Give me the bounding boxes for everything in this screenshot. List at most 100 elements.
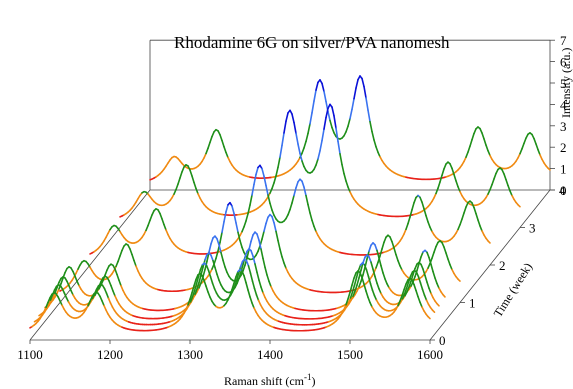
spectrum-segment <box>181 166 185 173</box>
spectrum-segment <box>309 112 313 125</box>
spectrum-segment <box>412 275 416 283</box>
spectrum-segment <box>116 273 120 282</box>
spectrum-segment <box>244 250 248 259</box>
spectrum-segment <box>105 292 110 300</box>
spectrum-segment <box>427 221 431 228</box>
spectrum-segment <box>337 140 341 155</box>
y-tick-label: 3 <box>529 221 536 236</box>
spectrum-segment <box>428 287 432 295</box>
spectrum-segment <box>391 240 395 249</box>
spectrum-segment <box>420 251 424 258</box>
spectrum-segment <box>231 286 236 293</box>
spectrum-segment <box>319 139 323 152</box>
spectrum-segment <box>245 259 250 267</box>
spectrum-segment <box>399 294 403 302</box>
spectrum-segment <box>471 132 475 141</box>
spectrum-segment <box>370 261 374 270</box>
spectrum-segment <box>413 196 417 204</box>
spectrum-segment <box>49 294 54 301</box>
spectrum-segment <box>224 266 228 274</box>
spectrum-segment <box>249 296 253 304</box>
spectrum-segment <box>465 201 469 208</box>
spectrum-segment <box>235 273 240 282</box>
spectrum-segment <box>205 147 209 155</box>
spectrum-segment <box>225 151 229 159</box>
spectrum-segment <box>434 277 438 285</box>
spectrum-segment <box>380 264 384 274</box>
spectrum-segment <box>453 173 457 182</box>
spectrum-segment <box>251 183 255 196</box>
spectrum-segment <box>317 149 321 160</box>
spectrum-segment <box>271 215 275 224</box>
spectrum-segment <box>243 274 247 284</box>
spectrum-segment <box>275 230 279 242</box>
z-tick-label: 5 <box>560 76 567 91</box>
spectrum-segment <box>362 266 366 276</box>
spectrum-segment <box>406 286 410 293</box>
spectrum-segment <box>449 162 453 170</box>
spectrum-segment <box>260 286 264 294</box>
spectrum-segment <box>339 153 343 166</box>
spectrum-segment <box>503 173 507 181</box>
spectrum-segment <box>376 282 380 290</box>
spectrum-segment <box>469 138 473 147</box>
spectrum-segment <box>283 262 287 270</box>
spectrum-segment <box>220 251 224 262</box>
spectrum-segment <box>293 121 297 135</box>
spectrum-segment <box>305 194 309 206</box>
spectrum-segment <box>159 212 163 220</box>
spectrum-segment <box>347 117 351 128</box>
z-tick-label: 1 <box>560 162 567 177</box>
spectrum-segment <box>107 297 112 304</box>
spectrum-segment <box>485 144 489 152</box>
spectrum-segment <box>378 257 382 267</box>
spectrum-segment <box>481 132 485 140</box>
spectrum-segment <box>193 181 197 190</box>
y-tick-label: 1 <box>469 296 476 311</box>
spectrum-segment <box>441 241 445 248</box>
spectrum-segment <box>266 274 270 283</box>
spectrum-segment <box>403 283 407 291</box>
spectrum-segment <box>431 309 436 313</box>
spectrum-segment <box>229 288 233 297</box>
spectrum-segment <box>329 119 333 129</box>
spectrum-segment <box>321 128 325 142</box>
spectrum-segment <box>177 177 181 185</box>
spectrum-segment <box>426 251 430 259</box>
spectrum-segment <box>256 233 260 242</box>
spectrum-segment <box>489 183 493 191</box>
spectrum-segment <box>305 132 309 143</box>
spectrum-segment <box>202 268 206 278</box>
spectrum-segment <box>265 216 269 225</box>
spectrum-segment <box>119 249 123 257</box>
spectrum-segment <box>483 138 487 146</box>
spectrum-segment <box>376 249 380 259</box>
spectrum-segment <box>461 212 465 220</box>
spectrum-week-2 <box>89 164 491 256</box>
spectrum-segment <box>252 255 256 265</box>
spectrum-segment <box>222 259 226 268</box>
spectrum-segment <box>352 290 356 298</box>
spectrum-segment <box>335 127 339 143</box>
spectrum-segment <box>349 108 353 120</box>
spectrum-segment <box>258 279 262 288</box>
spectrum-segment <box>345 298 349 306</box>
spectrum-segment <box>487 240 491 244</box>
spectrum-segment <box>212 259 216 269</box>
spectrum-segment <box>353 87 357 100</box>
spectrum-segment <box>443 163 447 170</box>
spectrum-segment <box>279 144 283 158</box>
spectrum-segment <box>537 148 541 156</box>
spectrum-segment <box>191 175 195 184</box>
spectrum-segment <box>264 266 268 276</box>
spectrum-segment <box>465 151 469 159</box>
spectrum-segment <box>207 291 211 298</box>
spectrum-segment <box>194 288 198 296</box>
spectrum-segment <box>313 225 317 233</box>
spectrum-segment <box>283 120 287 134</box>
spectrum-segment <box>233 279 238 288</box>
spectrum-segment <box>303 186 307 197</box>
spectrum-segment <box>218 244 222 254</box>
spectrum-segment <box>253 173 257 186</box>
spectrum-segment <box>493 172 497 180</box>
